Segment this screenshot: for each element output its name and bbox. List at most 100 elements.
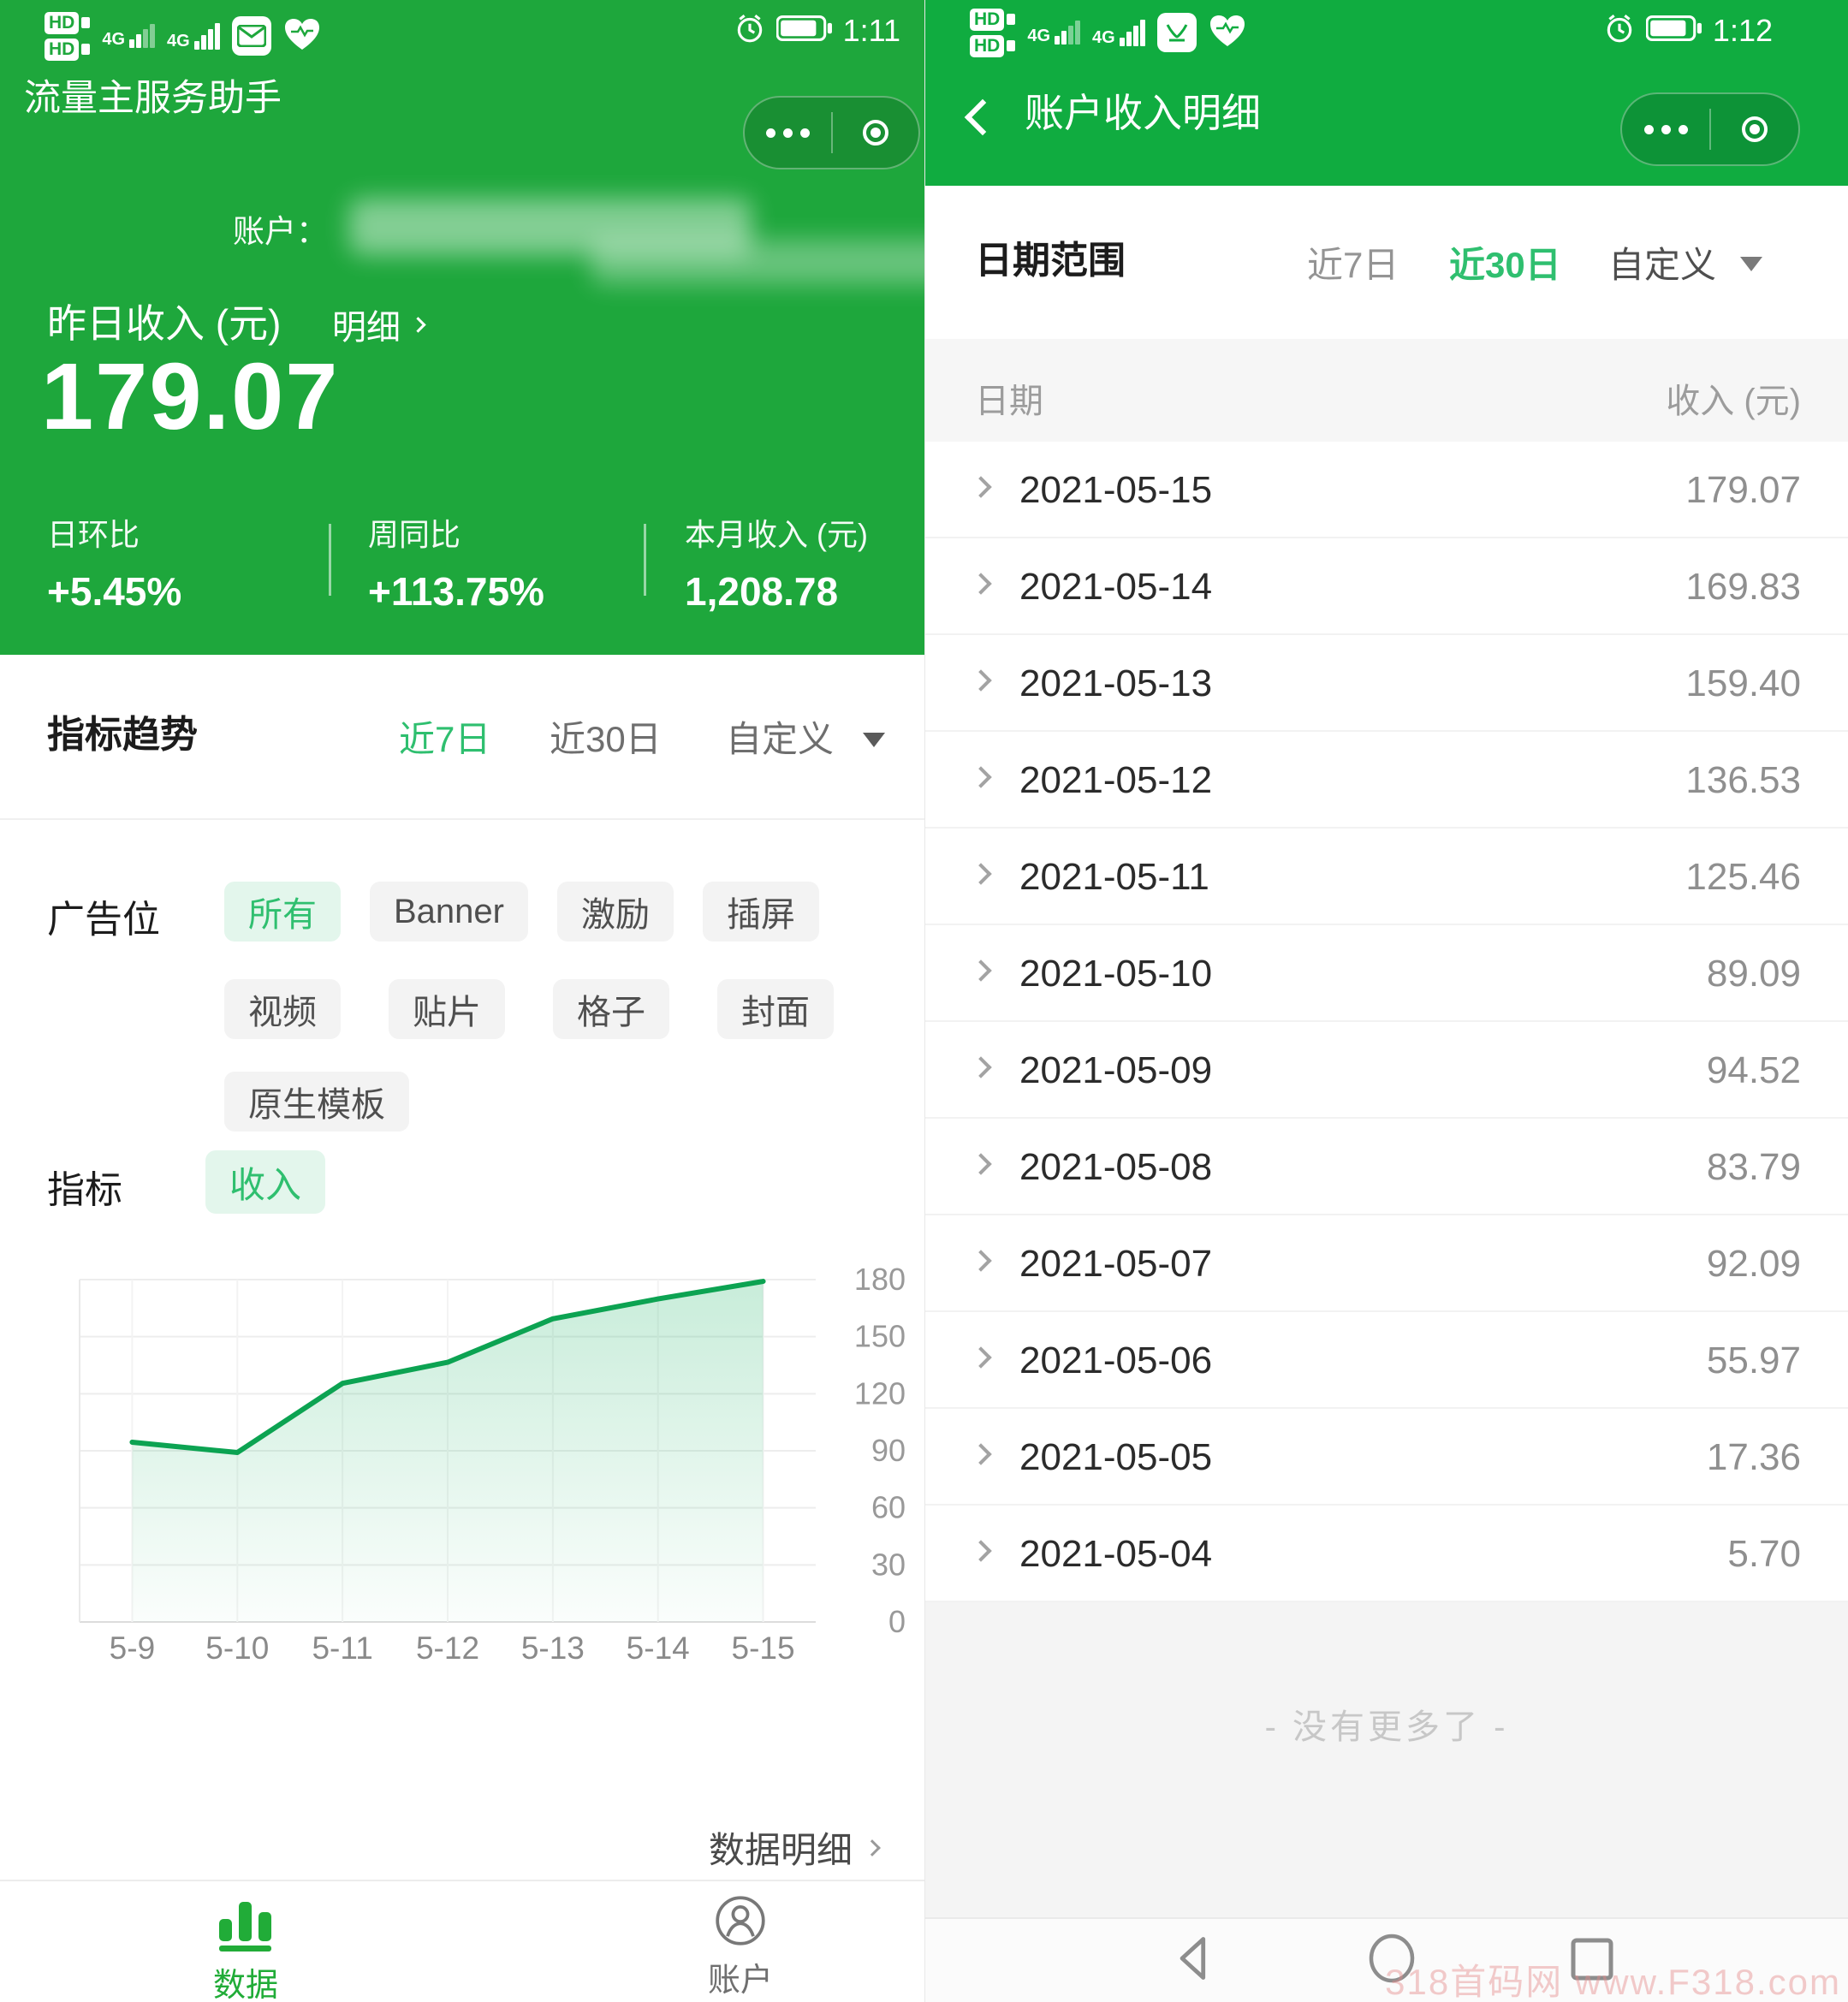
ad-pill-interstitial[interactable]: 插屏 bbox=[702, 882, 819, 942]
account-value-blurred bbox=[349, 199, 752, 255]
chevron-right-icon bbox=[970, 959, 992, 982]
table-row[interactable]: 2021-05-07 92.09 bbox=[925, 1215, 1848, 1312]
ad-pill-native-template[interactable]: 原生模板 bbox=[224, 1072, 409, 1132]
ad-pill-cover[interactable]: 封面 bbox=[717, 979, 834, 1039]
miniprogram-capsule bbox=[743, 96, 920, 169]
metric-pill-income[interactable]: 收入 bbox=[205, 1150, 326, 1214]
android-recents-button[interactable] bbox=[1569, 1936, 1615, 1987]
android-navigation-bar bbox=[925, 1917, 1848, 2002]
table-row[interactable]: 2021-05-09 94.52 bbox=[925, 1022, 1848, 1119]
chevron-right-icon bbox=[970, 1056, 992, 1078]
ad-pill-video[interactable]: 视频 bbox=[224, 979, 341, 1039]
close-miniprogram-button[interactable] bbox=[833, 98, 919, 168]
left-status-right: 1:11 bbox=[734, 12, 900, 49]
tabbar-data[interactable]: 数据 bbox=[199, 1895, 293, 2002]
close-miniprogram-button[interactable] bbox=[1711, 94, 1798, 164]
more-options-button[interactable] bbox=[745, 98, 831, 168]
table-row[interactable]: 2021-05-10 89.09 bbox=[925, 925, 1848, 1022]
health-heart-icon bbox=[1209, 14, 1246, 52]
bar-chart-icon bbox=[219, 1902, 271, 1952]
stat-week-over-week: 周同比 +113.75% bbox=[368, 517, 544, 614]
ad-pill-rewarded[interactable]: 激励 bbox=[556, 882, 674, 942]
col-income: 收入 (元) bbox=[1666, 383, 1801, 420]
date-range-label: 日期范围 bbox=[975, 240, 1126, 282]
miniprogram-capsule bbox=[1620, 92, 1800, 166]
hd2-icon: HD bbox=[45, 38, 91, 61]
panel-publisher-home: HD HD 4G 4G 1:1 bbox=[0, 0, 924, 2002]
table-row[interactable]: 2021-05-13 159.40 bbox=[925, 635, 1848, 732]
ad-slot-label: 广告位 bbox=[47, 899, 160, 941]
table-row[interactable]: 2021-05-08 83.79 bbox=[925, 1119, 1848, 1215]
battery-icon bbox=[775, 14, 833, 47]
table-row[interactable]: 2021-05-04 5.70 bbox=[925, 1506, 1848, 1602]
stat-divider bbox=[644, 524, 646, 596]
income-detail-link[interactable]: 明细 bbox=[332, 300, 426, 349]
svg-text:60: 60 bbox=[871, 1490, 906, 1525]
status-time: 1:11 bbox=[842, 12, 900, 48]
tab-last7days[interactable]: 近7日 bbox=[1307, 245, 1399, 285]
right-status-icons: HD HD 4G 4G bbox=[970, 5, 1246, 60]
svg-text:5-10: 5-10 bbox=[205, 1631, 269, 1666]
section-divider bbox=[0, 818, 924, 820]
android-home-button[interactable] bbox=[1367, 1933, 1417, 1988]
android-back-button[interactable] bbox=[1172, 1933, 1216, 1988]
hd1-icon: HD bbox=[45, 11, 91, 34]
more-options-button[interactable] bbox=[1622, 94, 1709, 164]
table-row[interactable]: 2021-05-06 55.97 bbox=[925, 1312, 1848, 1409]
ad-pill-banner[interactable]: Banner bbox=[370, 882, 528, 942]
svg-text:5-15: 5-15 bbox=[732, 1631, 795, 1666]
data-detail-link[interactable]: 数据明细 bbox=[709, 1821, 881, 1874]
income-trend-chart: 0 30 60 90 120 150 180 5-9 5-10 5-11 5-12 5-13 5-14 5… bbox=[79, 1262, 906, 1666]
metric-row: 收入 bbox=[205, 1150, 326, 1214]
svg-text:5-11: 5-11 bbox=[312, 1631, 372, 1666]
svg-text:5-13: 5-13 bbox=[521, 1631, 585, 1666]
metric-label: 指标 bbox=[47, 1169, 122, 1211]
table-row[interactable]: 2021-05-15 179.07 bbox=[925, 442, 1848, 538]
tab-last30days[interactable]: 近30日 bbox=[550, 719, 662, 759]
chevron-down-icon[interactable] bbox=[863, 733, 885, 747]
tab-last7days[interactable]: 近7日 bbox=[399, 719, 491, 759]
chevron-down-icon[interactable] bbox=[1740, 257, 1762, 271]
chevron-right-icon bbox=[970, 766, 992, 788]
chevron-right-icon bbox=[970, 476, 992, 498]
hd-sim-badges: HD HD bbox=[970, 8, 1016, 57]
stat-month-income: 本月收入 (元) 1,208.78 bbox=[685, 517, 868, 614]
chevron-right-icon bbox=[970, 1250, 992, 1272]
tabbar-account[interactable]: 账户 bbox=[693, 1895, 787, 2000]
signal-weak-icon: 4G bbox=[102, 24, 156, 48]
ellipsis-icon bbox=[765, 128, 810, 138]
ad-pill-sticker[interactable]: 贴片 bbox=[389, 979, 505, 1039]
svg-text:5-12: 5-12 bbox=[416, 1631, 479, 1666]
health-heart-icon bbox=[283, 17, 321, 56]
chevron-right-icon bbox=[970, 573, 992, 595]
ad-pill-grid[interactable]: 格子 bbox=[553, 979, 669, 1039]
chevron-right-icon bbox=[970, 1443, 992, 1465]
ad-slot-row1: 所有 Banner 激励 插屏 bbox=[224, 882, 819, 942]
tab-custom-range[interactable]: 自定义 bbox=[726, 719, 835, 759]
svg-text:90: 90 bbox=[871, 1433, 906, 1468]
chevron-right-icon bbox=[970, 1153, 992, 1175]
chevron-right-icon bbox=[970, 1346, 992, 1369]
tab-last30days[interactable]: 近30日 bbox=[1449, 245, 1561, 285]
watermark-text: 318首码网 www.F318.com bbox=[1385, 1962, 1841, 2002]
svg-text:30: 30 bbox=[871, 1547, 906, 1582]
table-row[interactable]: 2021-05-05 17.36 bbox=[925, 1409, 1848, 1506]
income-value: 179.07 bbox=[41, 344, 340, 449]
page-title: 流量主服务助手 bbox=[24, 78, 282, 119]
target-icon bbox=[1742, 116, 1768, 142]
alarm-clock-icon bbox=[734, 12, 766, 49]
stat-divider bbox=[329, 524, 331, 596]
table-row[interactable]: 2021-05-12 136.53 bbox=[925, 732, 1848, 829]
ad-pill-all[interactable]: 所有 bbox=[224, 882, 341, 942]
panel-income-detail: HD HD 4G 4G 1:1 bbox=[924, 0, 1848, 2002]
chevron-right-icon bbox=[970, 863, 992, 885]
hd-sim-badges: HD HD bbox=[45, 11, 91, 61]
signal-weak-icon: 4G bbox=[1027, 21, 1081, 45]
table-header: 日期 收入 (元) bbox=[925, 339, 1848, 442]
hd1-icon: HD bbox=[970, 8, 1016, 31]
tab-custom-range[interactable]: 自定义 bbox=[1608, 245, 1717, 285]
table-row[interactable]: 2021-05-11 125.46 bbox=[925, 829, 1848, 925]
account-value-blurred-2 bbox=[591, 240, 924, 284]
table-row[interactable]: 2021-05-14 169.83 bbox=[925, 538, 1848, 635]
